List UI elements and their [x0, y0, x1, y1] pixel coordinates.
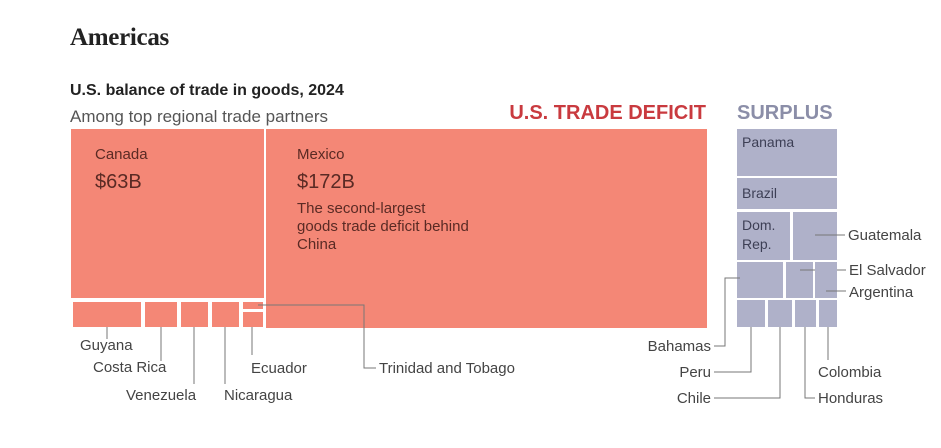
label-costa-rica: Costa Rica [93, 359, 167, 376]
tile-honduras [795, 300, 816, 327]
label-nicaragua: Nicaragua [224, 387, 293, 404]
label-bahamas: Bahamas [648, 338, 711, 355]
tile-venezuela [181, 302, 208, 327]
label-trinidad-and-tobago: Trinidad and Tobago [379, 360, 515, 377]
value-label-mexico: $172B [297, 171, 355, 193]
label-peru: Peru [679, 364, 711, 381]
tile-colombia [819, 300, 837, 327]
tile-canada [71, 129, 264, 299]
tile-chile [768, 300, 792, 327]
divider-small-tiles [71, 298, 264, 301]
leader-line-bahamas [714, 277, 740, 347]
tile-trinidad-and-tobago [243, 302, 263, 309]
tile-argentina [815, 262, 837, 298]
leader-line-chile [714, 327, 781, 399]
label-colombia: Colombia [818, 364, 882, 381]
note-mexico-line: goods trade deficit behind [297, 218, 469, 235]
leader-line-honduras [804, 327, 815, 399]
tile-guatemala [793, 212, 837, 260]
chart-title: U.S. balance of trade in goods, 2024 [70, 82, 344, 99]
label-argentina: Argentina [849, 284, 914, 301]
tile-mexico [266, 129, 707, 328]
tile-bahamas [737, 262, 783, 298]
tile-dom-rep [737, 212, 790, 260]
label-honduras: Honduras [818, 390, 883, 407]
note-mexico-line: The second-largest [297, 200, 426, 217]
tile-panama [737, 129, 837, 176]
label-mexico: Mexico [297, 146, 345, 163]
tile-ecuador [243, 312, 263, 327]
chart-subtitle: Among top regional trade partners [70, 107, 328, 126]
tile-nicaragua [212, 302, 239, 327]
label-panama: Panama [742, 134, 794, 150]
note-mexico-line: China [297, 236, 337, 253]
value-label-canada: $63B [95, 171, 142, 193]
label-el-salvador: El Salvador [849, 262, 926, 279]
note-mexico: The second-largest goods trade deficit be… [297, 200, 469, 253]
label-venezuela: Venezuela [126, 387, 197, 404]
label-dom-rep-line1: Dom. [742, 217, 775, 233]
label-guatemala: Guatemala [848, 227, 922, 244]
surplus-group-label: SURPLUS [737, 102, 833, 124]
label-dom-rep-line2: Rep. [742, 236, 772, 252]
section-title: Americas [70, 24, 169, 51]
label-brazil: Brazil [742, 185, 777, 201]
deficit-group-label: U.S. TRADE DEFICIT [509, 102, 706, 124]
tile-el-salvador [786, 262, 813, 298]
tile-peru [737, 300, 765, 327]
leader-line-peru [714, 327, 752, 373]
tile-brazil [737, 178, 837, 209]
label-ecuador: Ecuador [251, 360, 307, 377]
label-canada: Canada [95, 146, 148, 163]
tile-guyana [73, 302, 141, 327]
label-guyana: Guyana [80, 337, 133, 354]
leader-line-trinidad-and-tobago [258, 304, 376, 369]
tile-costa-rica [145, 302, 177, 327]
label-chile: Chile [677, 390, 711, 407]
